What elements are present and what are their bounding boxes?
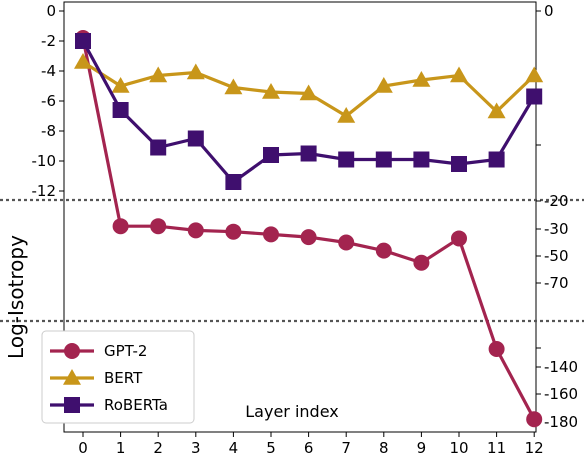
legend-entry-bert: BERT: [50, 369, 143, 387]
x-tick-label: 11: [487, 439, 506, 454]
legend-entry-gpt-2: GPT-2: [50, 342, 147, 360]
y-tick-label-right: -30: [544, 220, 569, 238]
data-point-roberta: [375, 151, 392, 168]
y-tick-label-right: -20: [544, 192, 569, 210]
data-point-bert: [149, 66, 168, 83]
data-point-roberta: [112, 102, 129, 118]
y-tick-label-right: -180: [544, 413, 578, 431]
x-tick-label: 1: [116, 439, 126, 454]
data-point-gpt-2: [526, 411, 543, 428]
y-tick-label: -8: [41, 122, 56, 140]
data-point-roberta: [451, 156, 467, 172]
data-point-bert: [450, 66, 468, 83]
x-tick-label: 7: [341, 439, 351, 454]
y-tick-label: 0: [46, 2, 56, 20]
x-tick-label: 6: [304, 439, 314, 454]
x-axis-title: Layer index: [245, 402, 338, 421]
y-tick-label: -10: [32, 152, 57, 170]
series-gpt-2: [75, 30, 543, 428]
y-tick-label: -2: [41, 32, 56, 50]
data-point-bert: [111, 77, 130, 93]
data-point-roberta: [526, 88, 543, 105]
data-point-bert: [74, 53, 92, 69]
data-point-bert: [412, 71, 431, 87]
data-point-gpt-2: [225, 223, 242, 240]
y-tick-label: -12: [32, 182, 57, 200]
x-tick-label: 9: [417, 439, 427, 454]
legend-marker-roberta: [64, 397, 80, 413]
legend-label-gpt-2: GPT-2: [104, 342, 147, 360]
data-point-gpt-2: [451, 230, 467, 247]
data-point-roberta: [338, 151, 355, 168]
data-point-roberta: [300, 145, 317, 162]
y-tick-label-right: -70: [544, 274, 569, 292]
x-tick-label: 0: [78, 439, 88, 454]
data-point-bert: [224, 78, 243, 95]
series-roberta: [75, 33, 543, 190]
plot-frame: [63, 1, 537, 433]
data-point-gpt-2: [488, 341, 505, 357]
data-point-bert: [299, 84, 318, 101]
data-point-gpt-2: [112, 218, 129, 235]
x-tick-label: 12: [525, 439, 544, 454]
y-axis-ticks: 0 -2 -4 -6 -8 -10 -12 -20 -30 -50 -70 -140 -160 -180 0: [32, 2, 579, 431]
data-point-bert: [186, 63, 205, 80]
data-point-gpt-2: [187, 222, 204, 239]
axis-break-lines: [0, 198, 584, 323]
legend-marker-bert: [63, 369, 81, 385]
data-point-roberta: [263, 147, 279, 163]
data-point-gpt-2: [338, 234, 355, 251]
y-tick-label-right: -160: [544, 385, 578, 403]
y-tick-label-right: -140: [544, 358, 578, 376]
data-point-roberta: [413, 151, 430, 168]
x-tick-label: 3: [191, 439, 201, 454]
x-tick-label: 4: [229, 439, 239, 454]
data-point-bert: [262, 83, 280, 99]
data-point-gpt-2: [150, 218, 167, 235]
y-tick-label: -6: [41, 92, 56, 110]
data-point-roberta: [150, 139, 167, 156]
x-axis-ticks: 0 1 2 3 4 5 6 7 8 9 10 11 12: [78, 432, 544, 454]
legend: GPT-2 BERT RoBERTa: [41, 330, 195, 424]
data-point-bert: [374, 77, 393, 93]
x-tick-label: 8: [379, 439, 389, 454]
legend-marker-gpt-2: [64, 343, 80, 359]
y-tick-label: -4: [41, 62, 56, 80]
plot-border: [63, 1, 537, 433]
legend-entry-roberta: RoBERTa: [50, 396, 168, 414]
data-point-bert: [337, 107, 356, 123]
y-axis-title: Log-Isotropy: [4, 235, 28, 359]
y-tick-label-right: 0: [544, 2, 554, 20]
data-point-roberta: [225, 174, 242, 190]
x-tick-label: 10: [449, 439, 468, 454]
data-point-roberta: [75, 33, 91, 49]
data-point-roberta: [488, 151, 505, 168]
x-tick-label: 5: [266, 439, 276, 454]
data-point-bert: [487, 102, 506, 119]
data-point-gpt-2: [413, 254, 430, 271]
data-point-gpt-2: [263, 226, 279, 243]
legend-label-roberta: RoBERTa: [104, 396, 168, 414]
series-bert: [74, 53, 544, 123]
data-point-bert: [525, 66, 544, 83]
data-point-gpt-2: [375, 242, 392, 259]
series-layer: [74, 30, 544, 428]
data-point-gpt-2: [300, 229, 317, 246]
y-tick-label-right: -50: [544, 247, 569, 265]
legend-label-bert: BERT: [104, 369, 143, 387]
data-point-roberta: [187, 130, 204, 147]
x-tick-label: 2: [153, 439, 163, 454]
